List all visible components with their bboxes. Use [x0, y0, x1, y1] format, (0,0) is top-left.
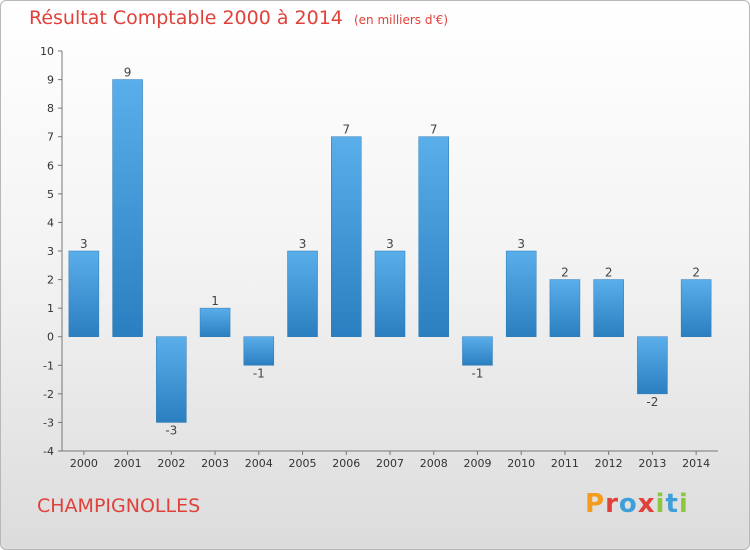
bar-2000: [68, 250, 100, 337]
x-tick-label: 2011: [551, 457, 579, 470]
data-label: 1: [211, 294, 219, 308]
bar-2006: [331, 136, 362, 337]
bar-2014: [680, 279, 712, 337]
y-tick-label: 10: [40, 45, 54, 58]
logo-letter: i: [678, 489, 689, 519]
y-tick-label: 4: [47, 216, 54, 229]
data-label: -1: [253, 366, 265, 380]
data-label: 3: [80, 237, 88, 251]
x-tick-label: 2010: [507, 457, 535, 470]
bar-2005: [287, 250, 318, 337]
data-label: -2: [646, 395, 658, 409]
x-tick-label: 2002: [157, 457, 185, 470]
y-tick-label: 0: [47, 331, 54, 344]
x-tick-label: 2012: [595, 457, 623, 470]
logo-letter: r: [605, 489, 619, 519]
commune-name: CHAMPIGNOLLES: [37, 495, 201, 517]
data-label: 2: [561, 266, 569, 280]
bar-2012: [593, 279, 624, 337]
y-tick-label: 3: [47, 245, 54, 258]
data-label: 3: [386, 237, 394, 251]
chart-title-text: Résultat Comptable 2000 à 2014: [29, 7, 343, 29]
x-tick-label: 2005: [289, 457, 317, 470]
y-tick-label: 9: [47, 74, 54, 87]
logo-letter: x: [637, 489, 656, 519]
y-tick-label: -2: [43, 388, 54, 401]
x-tick-label: 2004: [245, 457, 273, 470]
proxiti-logo: Proxiti: [585, 489, 689, 519]
bar-2007: [374, 250, 406, 337]
y-tick-label: 1: [47, 302, 54, 315]
y-tick-label: -1: [43, 359, 54, 372]
x-tick-label: 2000: [70, 457, 98, 470]
bar-2002: [156, 336, 187, 423]
x-tick-label: 2007: [376, 457, 404, 470]
chart-data-labels: 3 9 -3 1 -1 3 7 3 7 -1 3 2 2 -2 2: [80, 66, 700, 438]
y-tick-label: -3: [43, 416, 54, 429]
data-label: -1: [471, 366, 483, 380]
data-label: 7: [430, 123, 438, 137]
data-label: 3: [517, 237, 525, 251]
chart-title: Résultat Comptable 2000 à 2014 (en milli…: [29, 7, 448, 29]
y-tick-label: 6: [47, 159, 54, 172]
data-label: 2: [692, 266, 700, 280]
bar-2003: [199, 307, 231, 337]
x-tick-label: 2003: [201, 457, 229, 470]
bar-2011: [549, 279, 581, 337]
data-label: 9: [124, 66, 132, 80]
chart-bars: [68, 79, 712, 423]
x-tick-label: 2013: [638, 457, 666, 470]
bar-2001: [112, 79, 143, 337]
x-tick-label: 2001: [114, 457, 142, 470]
y-tick-label: 5: [47, 188, 54, 201]
logo-letter: P: [585, 489, 606, 519]
data-label: 3: [299, 237, 307, 251]
chart-axes: -4 -3 -2 -1 0 1 2 3 4 5 6 7 8 9 10 2000 2001 2002 2003 2004…: [40, 45, 718, 470]
logo-letter: i: [655, 489, 666, 519]
logo-letter: o: [618, 489, 638, 519]
x-tick-label: 2014: [682, 457, 710, 470]
chart-unit-subtitle: (en milliers d'€): [353, 13, 449, 27]
logo-letter: t: [665, 489, 679, 519]
bar-2004: [243, 336, 275, 366]
y-tick-label: 8: [47, 102, 54, 115]
bar-2013: [637, 336, 668, 395]
x-tick-label: 2008: [420, 457, 448, 470]
bar-2008: [418, 136, 449, 337]
y-tick-label: 7: [47, 131, 54, 144]
x-tick-label: 2009: [463, 457, 491, 470]
bar-2010: [505, 250, 537, 337]
y-tick-label: 2: [47, 274, 54, 287]
y-tick-label: -4: [43, 445, 54, 458]
data-label: 7: [342, 123, 350, 137]
data-label: 2: [605, 266, 613, 280]
x-tick-label: 2006: [332, 457, 360, 470]
data-label: -3: [165, 423, 177, 437]
bar-2009: [462, 336, 493, 366]
